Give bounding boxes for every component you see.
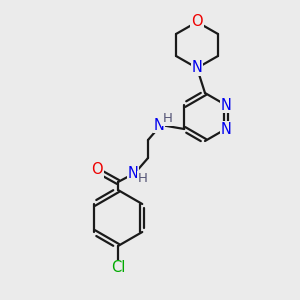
Text: O: O — [191, 14, 203, 29]
Text: N: N — [154, 118, 164, 133]
Text: N: N — [220, 122, 231, 136]
Text: N: N — [192, 61, 203, 76]
Text: N: N — [220, 98, 231, 112]
Text: O: O — [91, 163, 103, 178]
Text: Cl: Cl — [111, 260, 125, 275]
Text: H: H — [138, 172, 148, 184]
Text: H: H — [163, 112, 173, 125]
Text: N: N — [128, 166, 138, 181]
